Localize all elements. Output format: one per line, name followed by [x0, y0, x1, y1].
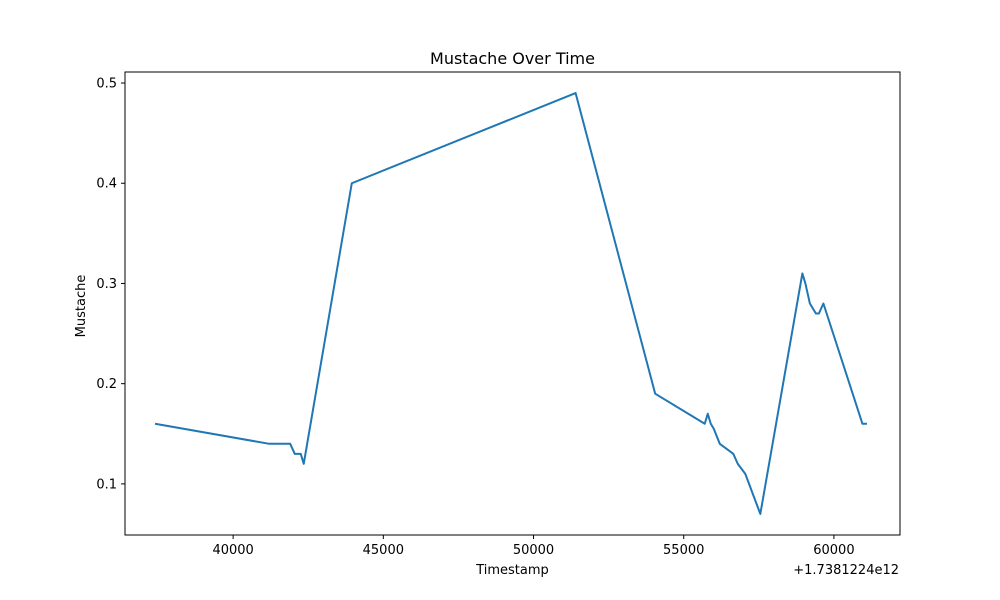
- x-tick-label: 50000: [513, 543, 554, 558]
- y-tick-label: 0.5: [96, 77, 117, 92]
- x-tick-label: 60000: [813, 543, 854, 558]
- x-tick-label: 55000: [663, 543, 704, 558]
- y-tick-label: 0.3: [96, 277, 117, 292]
- series-line: [154, 92, 867, 515]
- y-axis-label: Mustache: [74, 275, 89, 338]
- y-axis: 0.1 0.2 0.3 0.4 0.5: [96, 77, 125, 492]
- y-tick-label: 0.1: [96, 477, 117, 492]
- chart-title: Mustache Over Time: [430, 49, 595, 68]
- x-tick-label: 40000: [212, 543, 253, 558]
- plot-area: [124, 71, 901, 536]
- x-axis-label: Timestamp: [475, 563, 549, 578]
- y-tick-label: 0.4: [96, 177, 117, 192]
- plot-frame: [124, 71, 901, 536]
- x-tick-label: 45000: [363, 543, 404, 558]
- x-axis-offset-label: +1.7381224e12: [793, 563, 899, 578]
- x-axis: 40000 45000 50000 55000 60000: [212, 535, 855, 558]
- y-tick-label: 0.2: [96, 377, 117, 392]
